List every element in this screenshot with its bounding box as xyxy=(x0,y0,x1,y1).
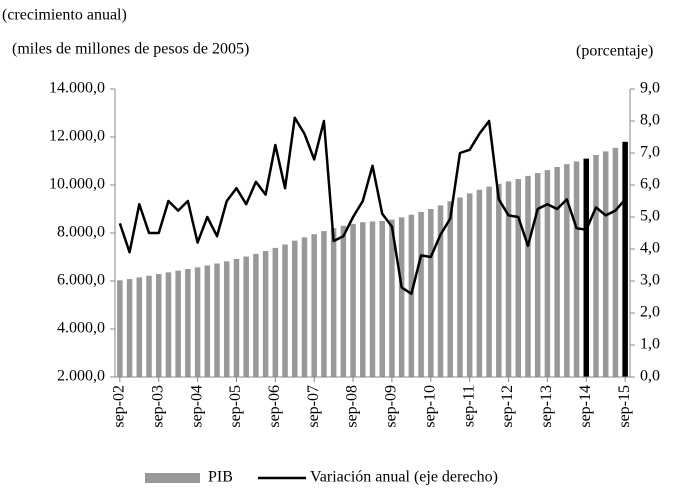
bar xyxy=(126,279,133,377)
bar xyxy=(321,231,327,377)
bar xyxy=(379,221,385,377)
bar xyxy=(408,214,415,377)
legend-label: PIB xyxy=(208,469,233,486)
bar xyxy=(155,274,162,377)
y-tick-label: 10.000,0 xyxy=(49,176,105,193)
bar xyxy=(369,221,376,377)
bar xyxy=(233,258,240,377)
x-tick-label: sep-04 xyxy=(188,385,205,428)
y-tick-label: 14.000,0 xyxy=(49,80,105,97)
y2-axis-label: (porcentaje) xyxy=(576,43,653,60)
bar xyxy=(311,234,317,377)
x-tick-label: sep-13 xyxy=(538,385,555,428)
bar xyxy=(223,261,230,377)
y-axis-label: (miles de millones de pesos de 2005) xyxy=(12,41,249,58)
bar xyxy=(360,222,366,377)
x-tick-label: sep-06 xyxy=(266,385,283,428)
y2-tick-label: 2,0 xyxy=(640,304,660,321)
bar xyxy=(457,197,463,377)
bar xyxy=(214,263,220,377)
y2-tick-label: 9,0 xyxy=(640,80,660,97)
bar xyxy=(350,223,356,377)
x-tick-label: sep-07 xyxy=(305,385,322,428)
bar xyxy=(292,240,298,377)
bar xyxy=(301,237,308,377)
bar xyxy=(117,280,123,377)
bar xyxy=(136,277,143,377)
bar xyxy=(612,147,619,377)
bar xyxy=(573,161,580,377)
x-tick-label: sep-11 xyxy=(460,385,477,427)
y2-tick-label: 3,0 xyxy=(640,272,660,289)
y-tick-label: 2.000,0 xyxy=(57,368,105,385)
y2-tick-label: 0,0 xyxy=(640,368,660,385)
chart-subtitle: (crecimiento anual) xyxy=(2,7,127,24)
bar xyxy=(544,170,551,377)
bar xyxy=(583,158,590,377)
x-tick-label: sep-14 xyxy=(577,385,594,428)
bar xyxy=(496,183,502,377)
x-tick-label: sep-02 xyxy=(111,385,128,428)
y2-tick-label: 4,0 xyxy=(640,240,660,257)
x-tick-label: sep-15 xyxy=(616,385,633,428)
bar xyxy=(447,201,453,377)
bar xyxy=(194,267,201,377)
bar xyxy=(602,151,609,377)
x-tick-label: sep-08 xyxy=(344,385,361,428)
bar xyxy=(564,164,570,377)
bar xyxy=(418,211,424,377)
bar xyxy=(146,275,152,377)
bar xyxy=(476,189,483,377)
bar xyxy=(262,251,269,377)
bar xyxy=(622,141,628,377)
bar xyxy=(525,175,531,377)
y2-tick-label: 1,0 xyxy=(640,336,660,353)
x-tick-label: sep-05 xyxy=(227,385,244,428)
y-tick-label: 8.000,0 xyxy=(57,224,105,241)
bar xyxy=(330,228,337,377)
bar xyxy=(398,217,405,377)
x-tick-label: sep-10 xyxy=(421,385,438,428)
legend-swatch xyxy=(145,473,200,483)
x-tick-label: sep-03 xyxy=(149,385,166,428)
bar xyxy=(593,155,599,377)
bar xyxy=(486,186,492,377)
y-tick-label: 4.000,0 xyxy=(57,320,105,337)
bar xyxy=(437,205,444,377)
bar xyxy=(554,167,560,377)
bar xyxy=(185,269,191,377)
bar xyxy=(165,272,172,377)
y2-tick-label: 5,0 xyxy=(640,208,660,225)
line xyxy=(118,116,627,296)
y2-tick-label: 6,0 xyxy=(640,176,660,193)
bar xyxy=(340,225,347,377)
x-tick-label: sep-12 xyxy=(499,385,516,428)
bar xyxy=(282,244,288,377)
bar xyxy=(466,193,473,377)
y-tick-label: 6.000,0 xyxy=(57,272,105,289)
x-tick-label: sep-09 xyxy=(383,385,400,428)
bar xyxy=(389,219,395,377)
bar xyxy=(515,179,522,377)
bar xyxy=(272,247,279,377)
bar xyxy=(428,209,434,377)
bar xyxy=(175,270,181,377)
bar xyxy=(243,256,249,377)
bar xyxy=(204,265,211,377)
bar xyxy=(253,253,259,377)
legend-label: Variación anual (eje derecho) xyxy=(310,469,498,486)
y2-tick-label: 8,0 xyxy=(640,112,660,129)
bar xyxy=(534,173,541,377)
y2-tick-label: 7,0 xyxy=(640,144,660,161)
bar xyxy=(505,181,512,377)
y-tick-label: 12.000,0 xyxy=(49,128,105,145)
